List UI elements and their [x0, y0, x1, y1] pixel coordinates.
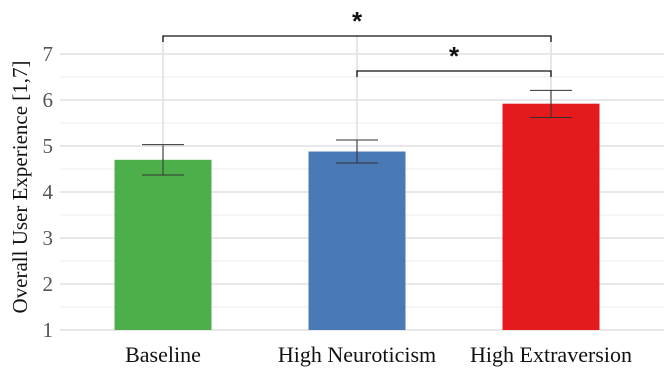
y-axis-title: Overall User Experience [1,7] — [8, 60, 32, 313]
category-label: High Extraversion — [470, 342, 632, 367]
y-tick-label: 7 — [43, 42, 54, 66]
y-tick-labels: 1 2 3 4 5 6 7 — [43, 42, 54, 342]
x-category-labels: Baseline High Neuroticism High Extraversio… — [125, 342, 632, 367]
bar-high-neuroticism — [309, 152, 406, 330]
category-label: High Neuroticism — [278, 342, 436, 367]
category-label: Baseline — [125, 342, 201, 367]
y-tick-label: 6 — [43, 88, 54, 112]
bar-high-extraversion — [503, 104, 600, 330]
y-tick-label: 5 — [43, 134, 54, 158]
y-tick-label: 4 — [43, 180, 54, 204]
bar-baseline — [115, 160, 212, 330]
y-tick-label: 3 — [43, 226, 54, 250]
y-tick-label: 2 — [43, 272, 54, 296]
significance-star: * — [449, 41, 460, 71]
y-tick-label: 1 — [43, 318, 54, 342]
significance-star: * — [352, 6, 363, 36]
significance-bracket — [357, 71, 551, 77]
